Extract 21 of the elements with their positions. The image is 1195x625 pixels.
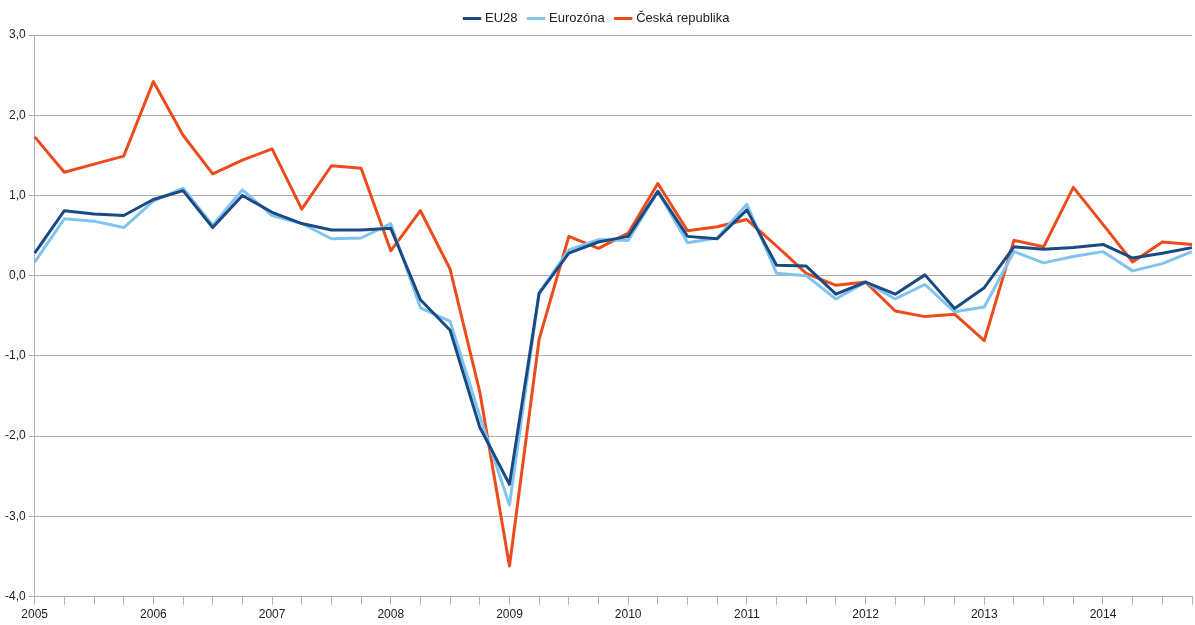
y-tick-label: -2,0 [4,428,26,443]
x-tick-label: 2005 [21,607,49,622]
y-tick-label: -3,0 [4,508,26,523]
x-tick-label: 2006 [140,607,168,622]
x-tick-label: 2010 [614,607,642,622]
x-tick-label: 2007 [258,607,286,622]
x-tick-label: 2009 [496,607,524,622]
legend-label: Eurozóna [549,10,606,26]
x-tick-label: 2012 [852,607,880,622]
legend-label: Česká republika [636,10,731,26]
x-tick-label: 2011 [733,607,761,622]
y-tick-label: -4,0 [4,588,26,603]
x-tick-label: 2014 [1089,607,1117,622]
y-tick-label: 0,0 [8,268,26,282]
x-tick-label: 2008 [377,607,405,622]
legend-label: EU28 [485,10,518,26]
y-tick-label: 3,0 [8,27,26,42]
x-tick-label: 2013 [970,607,998,622]
y-tick-label: 1,0 [8,187,26,202]
y-tick-label: 2,0 [8,107,26,122]
y-tick-label: -1,0 [4,348,26,363]
